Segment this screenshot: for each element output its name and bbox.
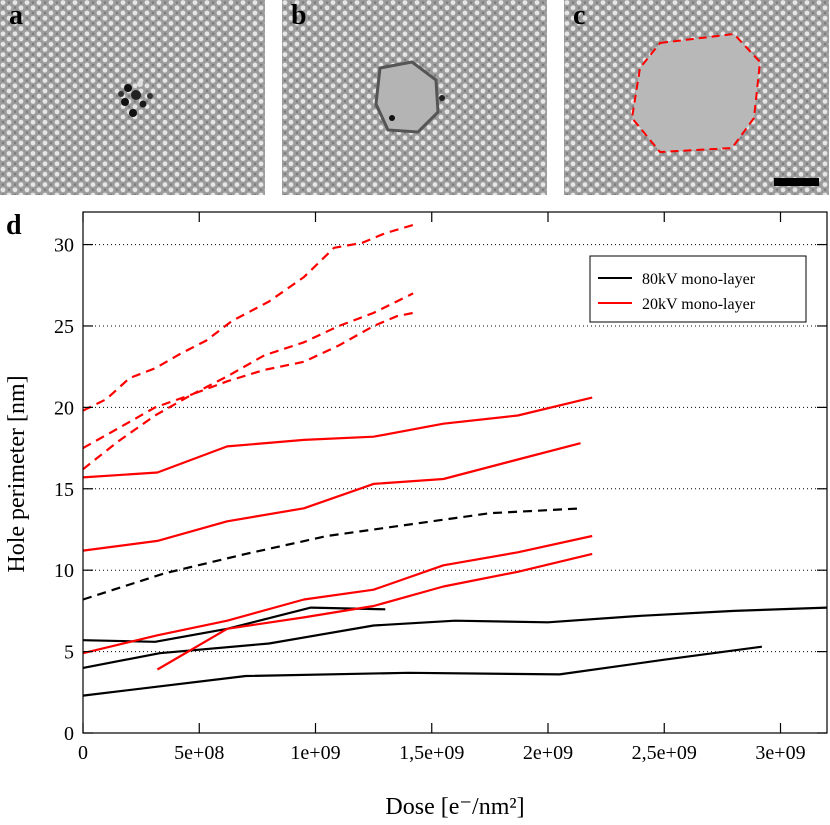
panel-label-d: d (6, 210, 22, 241)
lattice-image-a (0, 0, 265, 195)
x-tick-label: 1e+09 (290, 742, 340, 764)
x-tick-label: 1,5e+09 (399, 742, 464, 764)
image-panel-b: b (282, 0, 547, 195)
y-tick-label: 0 (64, 723, 74, 745)
y-tick-label: 25 (54, 316, 74, 338)
large-hole (632, 34, 760, 152)
y-tick-label: 5 (64, 642, 74, 664)
plot-frame (82, 211, 828, 734)
panel-label-a: a (9, 0, 23, 31)
perimeter-chart: d 0 5 10 15 20 25 30 0 5e+08 1e+09 1,5e+09 2e+09 2,5… (4, 210, 828, 820)
lattice-image-b (282, 0, 547, 195)
x-tick-label: 3e+09 (755, 742, 805, 764)
lattice-image-c (564, 0, 829, 195)
panel-label-c: c (573, 0, 586, 31)
x-tick-label: 5e+08 (174, 742, 224, 764)
image-panel-a: a (0, 0, 265, 195)
series-line (82, 311, 414, 471)
small-hole (374, 60, 440, 134)
x-tick-label: 0 (78, 742, 88, 764)
series-line (82, 223, 414, 412)
legend-label-80kv: 80kV mono-layer (642, 271, 756, 288)
series-line (82, 442, 581, 552)
y-axis-label: Hole perimeter [nm] (4, 375, 30, 572)
legend-label-20kv: 20kV mono-layer (642, 296, 756, 313)
series-line (82, 606, 386, 643)
series-line (82, 645, 763, 697)
y-tick-label: 15 (54, 479, 74, 501)
x-tick-label: 2,5e+09 (632, 742, 697, 764)
y-tick-label: 20 (54, 397, 74, 419)
legend: 80kV mono-layer 20kV mono-layer (589, 255, 807, 323)
y-tick-label: 30 (54, 235, 74, 257)
series-line (82, 292, 414, 450)
axis-ticks: 0 5 10 15 20 25 30 0 5e+08 1e+09 1,5e+09 2e+09 2,5e+… (54, 212, 827, 764)
defect-cluster (118, 81, 153, 117)
x-tick-label: 2e+09 (523, 742, 573, 764)
scale-bar (774, 178, 819, 186)
hole-outline (630, 32, 762, 154)
y-tick-label: 10 (54, 560, 74, 582)
x-axis-label: Dose [e⁻/nm²] (385, 794, 524, 820)
data-series (82, 223, 828, 697)
image-panel-c: c (564, 0, 829, 195)
series-line (82, 606, 828, 669)
panel-label-b: b (291, 0, 307, 31)
series-line (156, 552, 593, 671)
series-line (82, 396, 593, 479)
series-line (82, 534, 593, 655)
legend-box (589, 255, 807, 323)
